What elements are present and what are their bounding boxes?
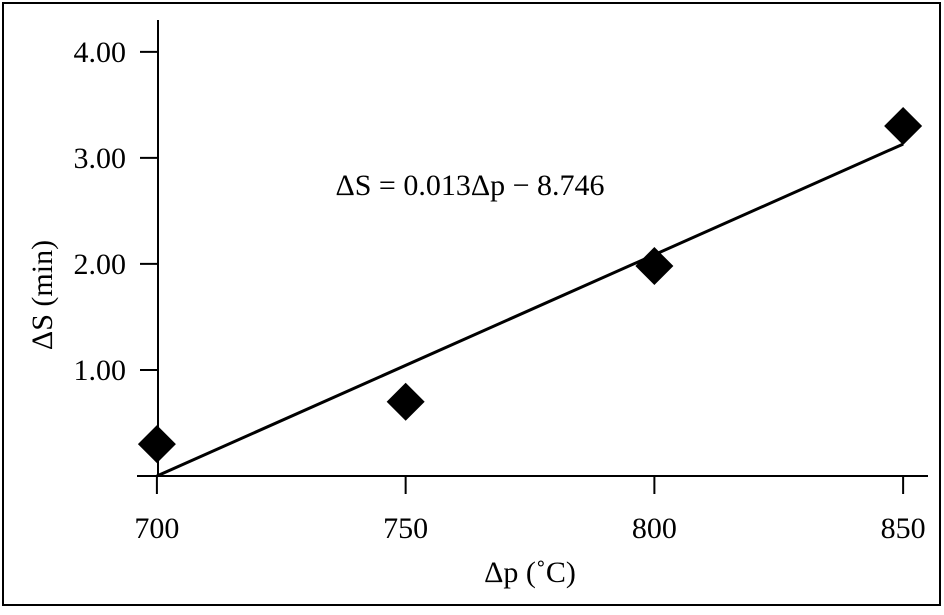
y-tick-label: 4.00 — [74, 36, 127, 69]
frame — [2, 2, 941, 606]
marker — [386, 382, 425, 421]
y-tick-label: 2.00 — [74, 248, 127, 281]
equation: ΔS = 0.013Δp − 8.746 — [335, 169, 604, 202]
trend-line — [156, 142, 904, 478]
x-axis-title: Δp (˚C) — [484, 556, 576, 589]
y-tick-label: 1.00 — [74, 354, 127, 387]
x-tick-label: 800 — [632, 512, 677, 545]
x-tick-label: 700 — [134, 512, 179, 545]
marker — [137, 425, 176, 464]
x-tick-label: 850 — [881, 512, 926, 545]
y-axis-title: ΔS (min) — [26, 240, 59, 350]
marker — [635, 247, 674, 286]
y-tick-label: 3.00 — [74, 142, 127, 175]
x-tick-label: 750 — [383, 512, 428, 545]
marker — [884, 107, 923, 146]
